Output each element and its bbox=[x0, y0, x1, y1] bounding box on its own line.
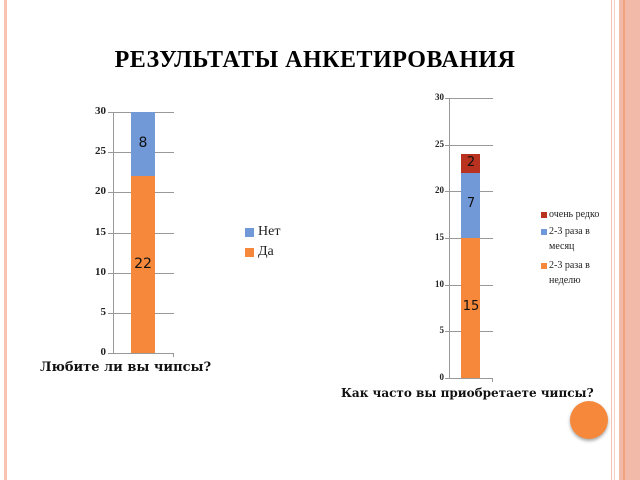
decorative-orange-circle bbox=[570, 401, 608, 439]
y-tick-label: 10 bbox=[435, 279, 444, 289]
legend-label: 2-3 раза в неделю bbox=[549, 258, 590, 288]
right-border-line bbox=[614, 0, 615, 480]
bar-segment-rarely bbox=[461, 154, 480, 173]
legend-label: Нет bbox=[258, 224, 281, 239]
data-label-no: 8 bbox=[138, 135, 148, 151]
y-tick-label: 25 bbox=[95, 145, 106, 157]
y-tick-label: 10 bbox=[95, 266, 106, 278]
legend-swatch-red bbox=[541, 212, 547, 218]
left-border-stripe bbox=[4, 0, 7, 480]
y-tick-label: 30 bbox=[435, 92, 444, 102]
x-axis bbox=[108, 353, 174, 354]
gridline bbox=[445, 145, 493, 146]
bar-segment-no bbox=[131, 112, 155, 176]
legend-swatch-orange bbox=[245, 248, 254, 257]
chart-title: Любите ли вы чипсы? bbox=[40, 360, 212, 375]
y-tick-label: 20 bbox=[435, 185, 444, 195]
y-tick-label: 5 bbox=[100, 306, 107, 318]
y-tick-label: 30 bbox=[95, 105, 106, 117]
data-label-monthly: 7 bbox=[466, 196, 476, 211]
legend-label: очень редко bbox=[549, 209, 600, 220]
y-tick-label: 15 bbox=[95, 226, 106, 238]
legend-item-no: Нет bbox=[245, 224, 280, 240]
legend-label: 2-3 раза в месяц bbox=[549, 224, 590, 254]
legend-item-monthly: 2-3 раза в месяц bbox=[541, 226, 590, 254]
right-border-line bbox=[611, 0, 612, 480]
gridline bbox=[445, 98, 493, 99]
y-tick-label: 25 bbox=[435, 139, 444, 149]
legend-label-line: 2-3 раза в bbox=[549, 226, 590, 237]
legend-item-weekly: 2-3 раза в неделю bbox=[541, 260, 590, 288]
y-tick-label: 5 bbox=[439, 325, 445, 335]
bar-segment-yes bbox=[131, 176, 155, 353]
data-label-weekly: 15 bbox=[462, 299, 480, 314]
x-axis bbox=[445, 378, 493, 379]
x-axis-tick bbox=[492, 378, 493, 382]
legend-swatch-blue bbox=[541, 229, 547, 235]
x-axis-tick bbox=[173, 353, 174, 357]
right-border-accent bbox=[623, 0, 625, 480]
data-label-rarely: 2 bbox=[466, 155, 476, 170]
y-tick-label: 0 bbox=[439, 372, 445, 382]
slide-title: РЕЗУЛЬТАТЫ АНКЕТИРОВАНИЯ bbox=[114, 47, 516, 73]
legend-item-yes: Да bbox=[245, 244, 274, 260]
y-tick-label: 20 bbox=[95, 185, 106, 197]
legend-label-line: 2-3 раза в bbox=[549, 260, 590, 271]
legend-swatch-orange bbox=[541, 263, 547, 269]
data-label-yes: 22 bbox=[134, 256, 152, 272]
legend-label-line: месяц bbox=[549, 241, 575, 252]
legend-swatch-blue bbox=[245, 228, 254, 237]
legend-item-rarely: очень редко bbox=[541, 209, 599, 220]
legend-label-line: неделю bbox=[549, 275, 581, 286]
chart-title: Как часто вы приобретаете чипсы? bbox=[341, 386, 594, 400]
y-tick-label: 15 bbox=[435, 232, 444, 242]
legend-label: Да bbox=[258, 244, 274, 259]
bar-segment-weekly bbox=[461, 238, 480, 378]
bar-segment-monthly bbox=[461, 173, 480, 238]
y-tick-label: 0 bbox=[100, 346, 107, 358]
